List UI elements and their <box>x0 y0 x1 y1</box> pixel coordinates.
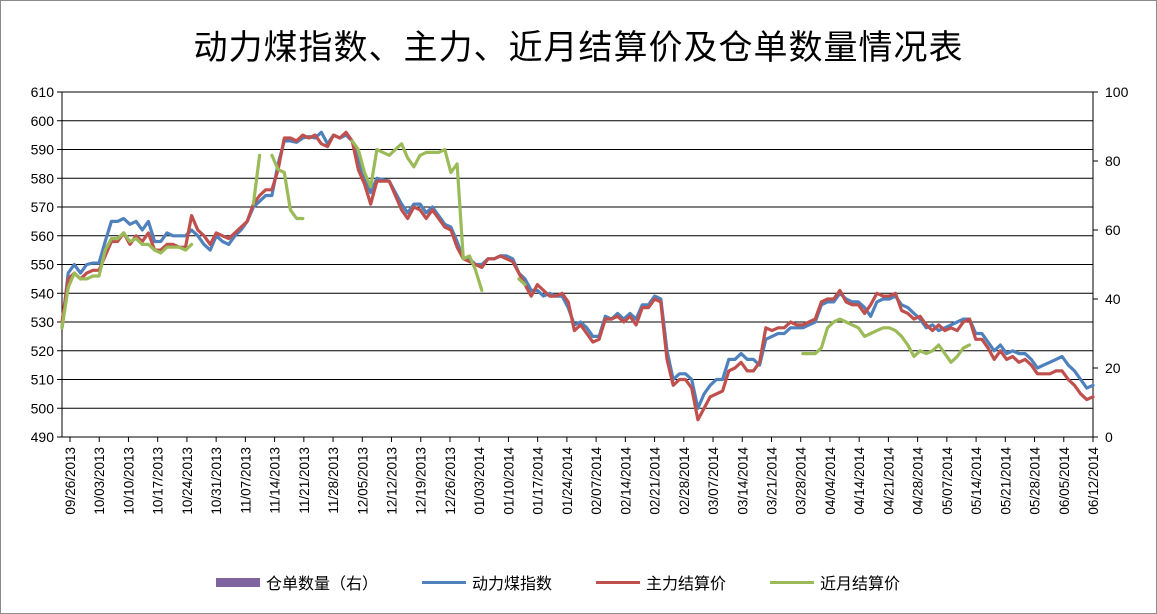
x-tick-label: 10/10/2013 <box>121 447 136 515</box>
x-tick-label: 05/07/2014 <box>940 447 955 515</box>
y-tick-label: 500 <box>31 400 55 416</box>
gridlines <box>62 91 1093 409</box>
x-tick-label: 11/07/2013 <box>238 447 253 514</box>
y-tick-label: 560 <box>31 228 55 244</box>
y-tick-label: 550 <box>31 257 55 273</box>
series-line-1 <box>60 130 1095 410</box>
right-y-axis-labels: 0 20 40 60 80 100 <box>1093 84 1129 445</box>
x-tick-label: 11/28/2013 <box>326 447 341 514</box>
y-tick-label: 490 <box>31 429 55 445</box>
y-tick-label: 580 <box>31 170 55 186</box>
x-tick-label: 12/26/2013 <box>443 447 458 515</box>
series-line-3 <box>517 277 527 287</box>
y-tick-label: 530 <box>31 314 55 330</box>
y2-tick-label: 80 <box>1105 153 1121 169</box>
x-tick-label: 09/26/2013 <box>63 447 78 515</box>
y2-tick-label: 0 <box>1105 429 1113 445</box>
series-lines <box>60 130 1095 422</box>
legend-item-index: 动力煤指数 <box>422 570 552 594</box>
x-tick-label: 12/12/2013 <box>385 447 400 515</box>
x-tick-label: 01/03/2014 <box>472 447 487 515</box>
x-tick-label: 06/05/2014 <box>1057 447 1072 515</box>
series-line-3 <box>801 317 972 364</box>
x-tick-label: 04/04/2014 <box>823 447 838 515</box>
x-tick-label: 11/21/2013 <box>297 447 312 514</box>
y2-tick-label: 20 <box>1105 360 1121 376</box>
y-tick-label: 510 <box>31 372 55 388</box>
legend-swatch-main <box>596 580 641 584</box>
x-tick-label: 10/17/2013 <box>151 447 166 515</box>
x-tick-label: 01/24/2014 <box>560 447 575 515</box>
x-tick-label: 05/14/2014 <box>969 447 984 515</box>
series-line-3 <box>251 153 262 206</box>
x-tick-label: 04/21/2014 <box>881 447 896 515</box>
legend-swatch-near-month <box>770 580 815 584</box>
x-tick-label: 05/21/2014 <box>998 447 1013 515</box>
series-line-3 <box>270 153 305 221</box>
x-tick-label: 10/03/2013 <box>92 447 107 515</box>
x-tick-label: 12/05/2013 <box>355 447 370 515</box>
x-tick-label: 03/07/2014 <box>706 447 721 515</box>
y-tick-label: 570 <box>31 199 55 215</box>
left-y-axis-labels: 490 500 510 520 530 540 550 560 570 580 590 600 610 <box>31 84 55 445</box>
x-tick-label: 04/28/2014 <box>911 447 926 515</box>
x-tick-label: 01/10/2014 <box>501 447 516 515</box>
legend-item-main: 主力结算价 <box>596 570 726 594</box>
y-tick-label: 540 <box>31 285 55 301</box>
chart-title: 动力煤指数、主力、近月结算价及仓单数量情况表 <box>193 28 964 68</box>
legend-item-warehouse-receipts: 仓单数量（右） <box>216 570 378 594</box>
x-tick-label: 03/14/2014 <box>735 447 750 515</box>
x-tick-label: 10/31/2013 <box>209 447 224 515</box>
y2-tick-label: 100 <box>1105 84 1129 100</box>
axes <box>57 91 1094 438</box>
x-tick-label: 04/14/2014 <box>852 447 867 515</box>
x-tick-label: 11/14/2013 <box>268 447 283 514</box>
x-axis-labels: 09/26/2013 10/03/2013 10/10/2013 10/17/2013… <box>63 437 1101 515</box>
series-line-3 <box>60 231 194 330</box>
x-tick-label: 03/21/2014 <box>764 447 779 515</box>
y2-tick-label: 60 <box>1105 222 1121 238</box>
x-tick-label: 01/17/2014 <box>531 447 546 515</box>
series-line-3 <box>350 139 484 292</box>
y-tick-label: 600 <box>31 113 55 129</box>
y-tick-label: 610 <box>31 84 55 100</box>
x-tick-label: 02/28/2014 <box>677 447 692 515</box>
legend-swatch-index <box>422 580 467 584</box>
x-tick-label: 02/14/2014 <box>618 447 633 515</box>
legend: 仓单数量（右） 动力煤指数 主力结算价 近月结算价 <box>216 570 944 594</box>
x-tick-label: 12/19/2013 <box>414 447 429 515</box>
x-tick-label: 02/07/2014 <box>589 447 604 515</box>
y2-tick-label: 40 <box>1105 291 1121 307</box>
legend-label-receipts: 仓单数量（右） <box>266 574 379 593</box>
legend-label-main: 主力结算价 <box>646 574 727 593</box>
x-tick-label: 05/28/2014 <box>1028 447 1043 515</box>
legend-label-index: 动力煤指数 <box>472 574 553 593</box>
legend-swatch-receipts <box>216 577 260 587</box>
series-line-2 <box>60 130 1095 422</box>
x-tick-label: 02/21/2014 <box>648 447 663 515</box>
x-tick-label: 10/24/2013 <box>180 447 195 515</box>
y-tick-label: 590 <box>31 142 55 158</box>
x-tick-label: 03/28/2014 <box>794 447 809 515</box>
legend-item-near-month: 近月结算价 <box>770 570 900 594</box>
y-tick-label: 520 <box>31 343 55 359</box>
x-tick-label: 06/12/2014 <box>1086 447 1101 515</box>
legend-label-near-month: 近月结算价 <box>820 574 901 593</box>
